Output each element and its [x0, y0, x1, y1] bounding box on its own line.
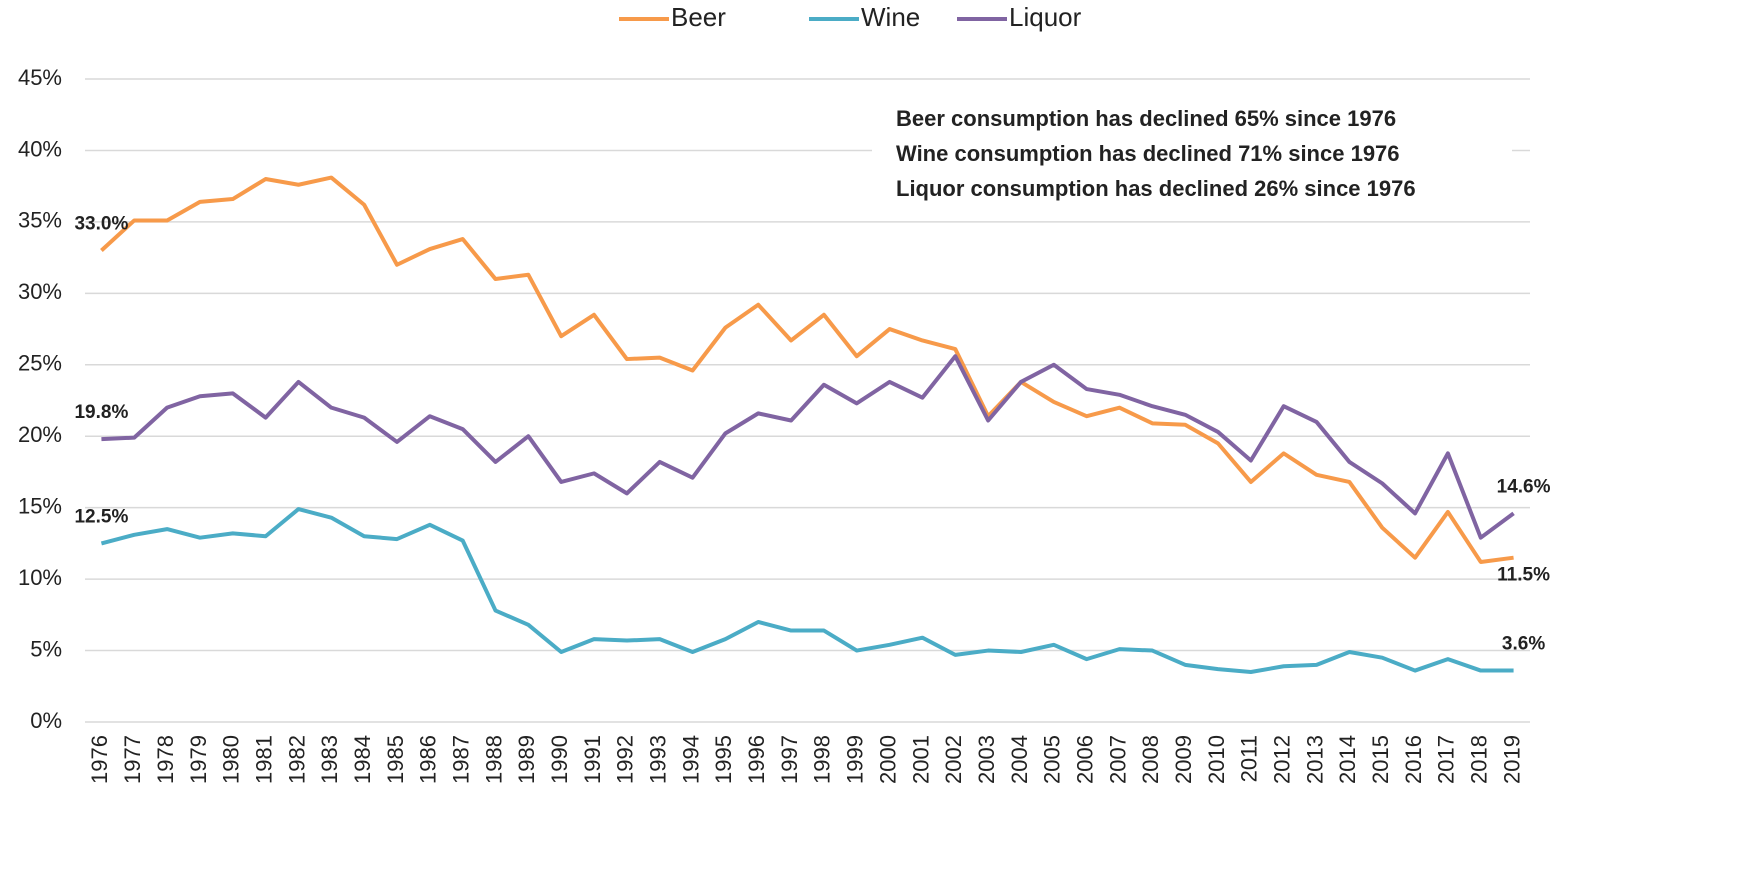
x-tick-label: 2006 [1072, 735, 1097, 784]
x-tick-label: 1976 [87, 735, 112, 784]
x-tick-label: 1981 [251, 735, 276, 784]
x-tick-label: 1977 [120, 735, 145, 784]
x-tick-label: 2000 [875, 735, 900, 784]
x-tick-label: 1982 [284, 735, 309, 784]
x-tick-label: 1985 [383, 735, 408, 784]
y-tick-label: 35% [18, 208, 62, 233]
x-tick-label: 2016 [1401, 735, 1426, 784]
annotation-bg [872, 100, 1512, 210]
data-label: 12.5% [74, 506, 128, 527]
x-tick-label: 2003 [974, 735, 999, 784]
y-tick-label: 40% [18, 136, 62, 161]
x-tick-label: 2001 [908, 735, 933, 784]
x-tick-label: 1998 [810, 735, 835, 784]
x-tick-label: 2009 [1171, 735, 1196, 784]
legend-label: Liquor [1009, 2, 1082, 32]
x-tick-label: 1990 [547, 735, 572, 784]
x-tick-label: 1983 [317, 735, 342, 784]
y-tick-label: 10% [18, 565, 62, 590]
x-tick-label: 1979 [186, 735, 211, 784]
series-line [100, 175, 1514, 564]
y-tick-label: 0% [30, 708, 62, 733]
x-tick-label: 2007 [1105, 735, 1130, 784]
x-tick-label: 1978 [153, 735, 178, 784]
x-tick-label: 2014 [1335, 735, 1360, 784]
series-line [101, 354, 1515, 540]
x-tick-label: 2013 [1302, 735, 1327, 784]
x-tick-label: 1994 [678, 735, 703, 784]
x-tick-label: 1988 [481, 735, 506, 784]
x-tick-label: 1999 [843, 735, 868, 784]
x-tick-label: 2015 [1368, 735, 1393, 784]
x-tick-label: 1995 [711, 735, 736, 784]
x-tick-label: 1986 [416, 735, 441, 784]
x-tick-label: 1991 [580, 735, 605, 784]
data-label: 33.0% [74, 213, 128, 234]
series-line [100, 507, 1514, 674]
x-tick-label: 2012 [1270, 735, 1295, 784]
data-label: 3.6% [1502, 634, 1545, 655]
x-tick-label: 2019 [1499, 735, 1524, 784]
legend-label: Wine [861, 2, 920, 32]
y-tick-label: 25% [18, 351, 62, 376]
x-tick-label: 1997 [777, 735, 802, 784]
x-tick-label: 2018 [1467, 735, 1492, 784]
x-tick-label: 2008 [1138, 735, 1163, 784]
legend-label: Beer [671, 2, 726, 32]
data-label: 14.6% [1497, 476, 1551, 497]
y-tick-label: 30% [18, 279, 62, 304]
x-tick-label: 1989 [514, 735, 539, 784]
y-tick-label: 20% [18, 422, 62, 447]
x-tick-label: 1987 [448, 735, 473, 784]
x-tick-label: 2005 [1040, 735, 1065, 784]
annotation: Liquor consumption has declined 26% sinc… [896, 176, 1416, 201]
x-tick-label: 1992 [613, 735, 638, 784]
x-tick-label: 1996 [744, 735, 769, 784]
annotation: Wine consumption has declined 71% since … [896, 141, 1400, 166]
y-tick-label: 5% [30, 636, 62, 661]
x-tick-label: 2002 [941, 735, 966, 784]
x-tick-label: 2011 [1237, 735, 1262, 782]
x-tick-label: 2017 [1434, 735, 1459, 784]
data-label: 19.8% [74, 402, 128, 423]
annotation: Beer consumption has declined 65% since … [896, 106, 1396, 131]
x-tick-label: 1984 [350, 735, 375, 784]
x-tick-label: 2010 [1204, 735, 1229, 784]
x-tick-label: 1993 [646, 735, 671, 784]
data-label: 11.5% [1497, 565, 1550, 586]
y-tick-label: 15% [18, 493, 62, 518]
x-tick-label: 1980 [219, 735, 244, 784]
x-tick-label: 2004 [1007, 735, 1032, 784]
y-tick-label: 45% [18, 65, 62, 90]
